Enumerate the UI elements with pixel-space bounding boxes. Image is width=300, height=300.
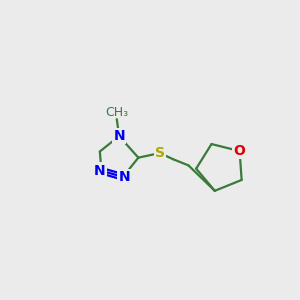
Text: O: O xyxy=(234,144,246,158)
Text: CH₃: CH₃ xyxy=(105,106,128,119)
Text: N: N xyxy=(94,164,106,178)
Text: N: N xyxy=(113,129,125,143)
Text: S: S xyxy=(155,146,165,160)
Text: N: N xyxy=(119,170,130,184)
